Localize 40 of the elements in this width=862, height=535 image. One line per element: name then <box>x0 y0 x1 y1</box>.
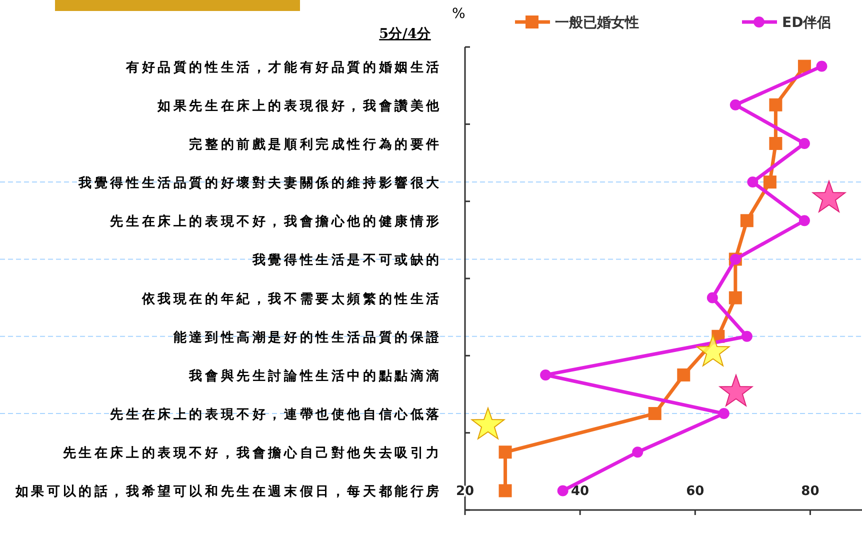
point <box>816 60 828 72</box>
point <box>632 446 644 458</box>
y-tick-label: 完整的前戲是順利完成性行為的要件 <box>189 136 442 152</box>
y-tick-label: 先生在床上的表現不好，我會擔心他的健康情形 <box>109 214 442 230</box>
point <box>798 138 810 149</box>
legend-label: 一般已婚女性 <box>555 15 639 31</box>
x-axis-title: % <box>452 6 466 22</box>
point <box>769 98 782 112</box>
point <box>798 215 810 226</box>
point <box>557 485 568 496</box>
point <box>498 484 512 498</box>
x-tick-label: 60 <box>686 484 704 499</box>
y-tick-label: 依我現在的年紀，我不需要太頻繁的性生活 <box>140 290 442 307</box>
point <box>763 176 776 189</box>
point <box>740 214 754 228</box>
y-tick-label: 如果先生在床上的表現很好，我會讚美他 <box>156 98 442 114</box>
point <box>798 60 811 73</box>
point <box>769 136 782 150</box>
point <box>648 407 662 420</box>
point <box>540 369 552 380</box>
y-tick-label: 我覺得性生活是不可或缺的 <box>251 252 442 268</box>
point <box>730 99 741 110</box>
x-tick-label: 80 <box>801 484 820 499</box>
point <box>677 368 690 382</box>
point <box>741 330 752 342</box>
y-tick-label: 我會與先生討論性生活中的點點滴滴 <box>188 368 442 384</box>
x-tick-label: 40 <box>571 484 590 499</box>
y-tick-label: 我覺得性生活品質的好壞對夫妻關係的維持影響很大 <box>78 175 442 192</box>
text: 5分/4分 <box>379 26 432 42</box>
y-tick-label: 能達到性高潮是好的性生活品質的保證 <box>173 329 442 346</box>
point <box>498 446 512 459</box>
y-tick-label: 有好品質的性生活，才能有好品質的婚姻生活 <box>125 59 442 76</box>
y-tick-label: 如果可以的話，我希望可以和先生在週末假日，每天都能行房 <box>14 484 442 500</box>
legend-label: ED伴侶 <box>782 15 832 31</box>
point <box>728 291 742 304</box>
point <box>747 176 758 188</box>
y-tick-label: 先生在床上的表現不好，我會擔心自己對他失去吸引力 <box>62 445 442 462</box>
point <box>706 292 718 304</box>
point <box>718 408 730 420</box>
y-tick-label: 先生在床上的表現不好，連帶也使他自信心低落 <box>109 406 442 423</box>
